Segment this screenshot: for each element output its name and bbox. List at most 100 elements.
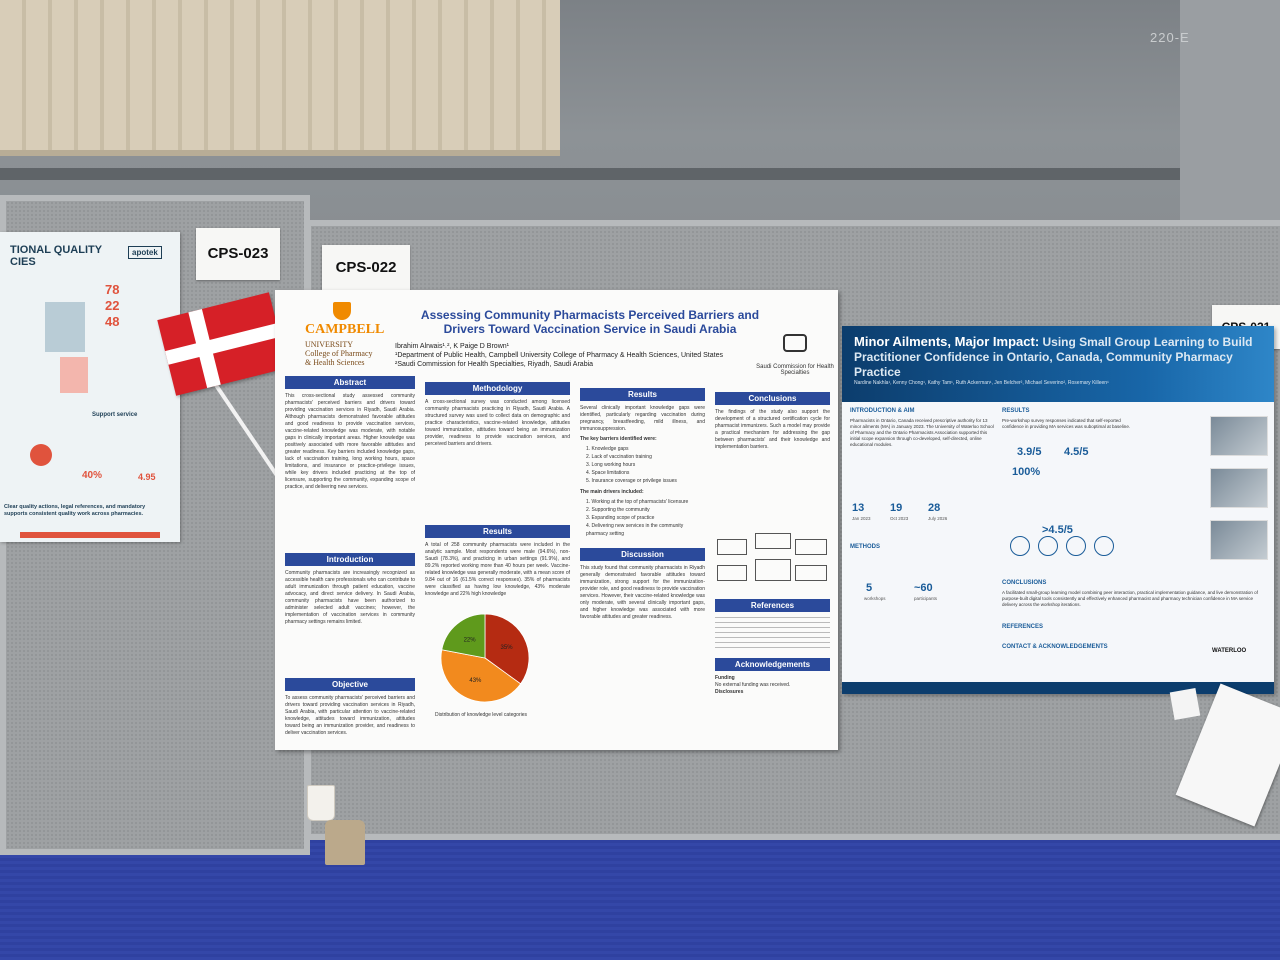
quality-graphic	[45, 302, 85, 352]
section-discussion: Discussion	[580, 548, 705, 561]
play-icon	[30, 444, 52, 466]
section-references: REFERENCES	[1002, 624, 1044, 630]
poster-title: Assessing Community Pharmacists Perceive…	[420, 308, 760, 336]
driver-item: 1. Working at the top of pharmacists' li…	[586, 499, 689, 505]
section-abstract: Abstract	[285, 376, 415, 389]
poster-vaccination: CAMPBELL UNIVERSITY College of Pharmacy …	[275, 290, 838, 750]
poster-authors: Ibrahim Alrwais¹˒², K Paige D Brown¹ ¹De…	[395, 343, 723, 368]
section-methodology: Methodology	[425, 382, 570, 395]
poster-minor-ailments: Minor Ailments, Major Impact: Using Smal…	[842, 326, 1274, 694]
pie-caption: Distribution of knowledge level categori…	[435, 712, 527, 718]
results-stat-2: 4.5/5	[1064, 446, 1089, 458]
support-service-label: Support service	[92, 412, 138, 418]
campbell-crest-icon	[333, 302, 351, 320]
apotek-logo: apotek	[128, 246, 162, 259]
paper-cup	[307, 785, 335, 821]
driver-item: 2. Supporting the community	[586, 507, 650, 513]
scfhs-name: Saudi Commission for Health Specialties	[756, 364, 834, 376]
ceiling-duct	[0, 0, 560, 156]
quality-stat-1: 78	[105, 282, 120, 297]
intro-text: Pharmacists in Ontario, Canada received …	[850, 418, 994, 447]
methods-stat-2: ~60	[914, 582, 933, 594]
outcome-bubble-icon	[1094, 536, 1114, 556]
discussion-text: This study found that community pharmaci…	[580, 565, 705, 620]
pie-label-0: 35%	[501, 645, 514, 651]
quality-stat-3: 48	[105, 314, 120, 329]
outcome-bubble-icon	[1010, 536, 1030, 556]
section-references: References	[715, 599, 830, 612]
section-results-top: Results	[580, 388, 705, 401]
objective-text: To assess community pharmacists' perceiv…	[285, 695, 415, 736]
drivers-heading: The main drivers included:	[580, 489, 644, 495]
outcome-bubble-icon	[1038, 536, 1058, 556]
driver-item: 4. Delivering new services in the commun…	[586, 523, 684, 537]
campbell-logo-sub: UNIVERSITY College of Pharmacy & Health …	[305, 340, 373, 367]
poster-quality-title: TIONAL QUALITY CIES	[10, 244, 103, 268]
methods-stat-1-label: workshops	[864, 596, 886, 601]
conclusions-text: The findings of the study also support t…	[715, 409, 830, 450]
board-label-cps-022: CPS-022	[322, 245, 410, 291]
pie-slice-1	[440, 649, 522, 703]
results-text: A total of 258 community pharmacists wer…	[425, 542, 570, 597]
driver-item: 3. Expanding scope of practice	[586, 515, 655, 521]
section-acknowledgements: Acknowledgements	[715, 658, 830, 671]
results-stat-3: 100%	[1012, 466, 1041, 478]
barriers-heading: The key barriers identified were:	[580, 436, 657, 442]
workshop-photo	[1210, 416, 1268, 456]
methodology-text: A cross-sectional survey was conducted a…	[425, 399, 570, 447]
workshop-photo	[1210, 468, 1268, 508]
pie-label-1: 43%	[469, 678, 482, 684]
timeline-1: 13	[852, 502, 865, 514]
board-label-cps-023: CPS-023	[196, 228, 280, 280]
column-abstract: Abstract This cross-sectional study asse…	[285, 376, 415, 737]
campbell-logo: CAMPBELL	[305, 322, 385, 337]
person-partial	[325, 820, 365, 865]
checklist-graphic	[60, 357, 88, 393]
poster-footer	[842, 682, 1274, 694]
barriers-intro: Several clinically important knowledge g…	[580, 405, 705, 432]
section-conclusions: Conclusions	[715, 392, 830, 405]
introduction-text: Community pharmacists are increasingly r…	[285, 570, 415, 625]
timeline-3: 28	[928, 502, 941, 514]
poster-title: Minor Ailments, Major Impact: Using Smal…	[854, 334, 1253, 379]
quality-bottom-stat-2: 4.95	[138, 472, 156, 482]
methods-stat-1: 5	[866, 582, 873, 594]
certification-diagram	[715, 533, 830, 593]
column-conclusions: Conclusions The findings of the study al…	[715, 392, 830, 696]
waterloo-logo: WATERLOO	[1212, 648, 1247, 654]
quality-bottom-stat-1: 40%	[82, 470, 103, 481]
results-text: Pre-workshop survey responses indicated …	[1002, 418, 1131, 429]
drivers-list: 1. Working at the top of pharmacists' li…	[586, 498, 705, 538]
column-results: Results Several clinically important kno…	[580, 388, 705, 621]
section-conclusions: CONCLUSIONS	[1002, 580, 1047, 586]
timeline-date-3: July 2026	[928, 516, 948, 521]
quality-stat-2: 22	[105, 298, 120, 313]
barrier-item: 5. Insurance coverage or privilege issue…	[586, 478, 677, 484]
ceiling-beam	[0, 168, 1280, 180]
timeline-2: 19	[890, 502, 903, 514]
pie-label-2: 22%	[464, 637, 477, 643]
poster-quality: TIONAL QUALITY CIES apotek 78 22 48 Supp…	[0, 232, 180, 542]
section-introduction: Introduction	[285, 553, 415, 566]
poster-header: Minor Ailments, Major Impact: Using Smal…	[842, 326, 1274, 402]
outcome-bubble-icon	[1066, 536, 1086, 556]
section-results-mid: Results	[425, 525, 570, 538]
barrier-item: 2. Lack of vaccination training	[586, 454, 652, 460]
results-stat-4: >4.5/5	[1042, 524, 1073, 536]
pie-svg: 35% 43% 22%	[440, 613, 530, 703]
section-objective: Objective	[285, 678, 415, 691]
section-intro: INTRODUCTION & AIM	[850, 408, 915, 414]
scfhs-logo-icon	[783, 334, 807, 352]
funding-text: No external funding was received.	[715, 682, 791, 688]
pie-slice-2	[441, 613, 486, 659]
knowledge-pie-chart: 35% 43% 22% Distribution of knowledge leve…	[435, 608, 535, 724]
results-stat-1: 3.9/5	[1017, 446, 1042, 458]
poster-authors: Nardine Nakhla¹, Kenny Chong¹, Kathy Tam…	[854, 380, 1109, 386]
methods-stat-2-label: participants	[914, 596, 938, 601]
pie-slice-0	[484, 613, 530, 685]
ceiling-sign: 220-E	[1150, 30, 1190, 45]
abstract-text: This cross-sectional study assessed comm…	[285, 393, 415, 490]
barrier-item: 3. Long working hours	[586, 462, 636, 468]
section-results: RESULTS	[1002, 408, 1030, 414]
workshop-photo	[1210, 520, 1268, 560]
